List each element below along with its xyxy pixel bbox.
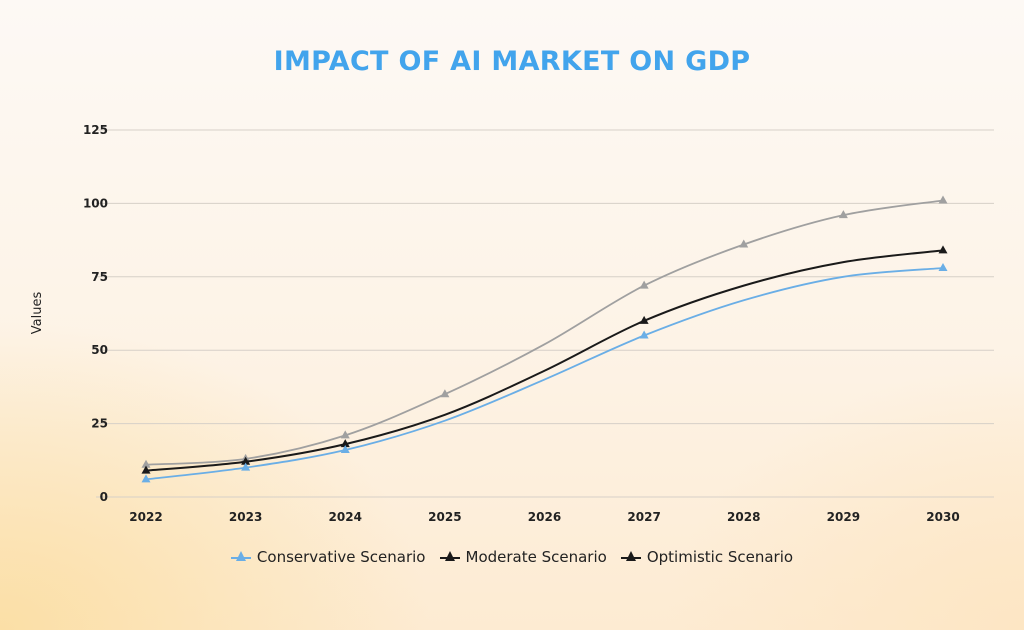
x-tick-label: 2027 — [627, 510, 660, 524]
data-point-conservative — [241, 462, 251, 471]
legend-label: Moderate Scenario — [465, 548, 607, 566]
data-point-optimistic — [938, 195, 948, 204]
data-point-moderate — [241, 456, 251, 465]
y-tick-label: 25 — [91, 417, 108, 431]
series-group — [141, 195, 948, 483]
legend-item-optimistic[interactable]: Optimistic Scenario — [620, 548, 794, 566]
legend-label: Conservative Scenario — [256, 548, 426, 566]
data-point-optimistic — [739, 239, 749, 248]
x-tick-label: 2026 — [528, 510, 561, 524]
x-tick-label: 2022 — [129, 510, 162, 524]
data-point-conservative — [639, 330, 649, 339]
series-moderate — [141, 245, 948, 474]
data-point-conservative — [340, 445, 350, 454]
chart-title: IMPACT OF AI MARKET ON GDP — [273, 46, 751, 77]
data-point-optimistic — [340, 430, 350, 439]
series-optimistic — [141, 195, 948, 468]
x-tick-label: 2023 — [229, 510, 262, 524]
legend-marker-conservative — [230, 550, 251, 564]
data-point-optimistic — [838, 210, 848, 219]
x-tick-label: 2024 — [329, 510, 362, 524]
legend: Conservative Scenario Moderate Scenario … — [0, 548, 1024, 566]
gridlines — [96, 129, 994, 498]
y-tick-label: 50 — [91, 343, 108, 357]
y-axis-label: Values — [30, 292, 45, 335]
legend-item-moderate[interactable]: Moderate Scenario — [439, 548, 607, 566]
y-tick-label: 100 — [83, 196, 108, 210]
data-point-optimistic — [639, 280, 649, 289]
series-line-optimistic — [145, 199, 944, 466]
series-line-moderate — [145, 249, 944, 472]
data-point-conservative — [141, 474, 151, 483]
legend-item-conservative[interactable]: Conservative Scenario — [230, 548, 426, 566]
data-point-moderate — [938, 245, 948, 254]
y-tick-label: 0 — [100, 490, 108, 504]
legend-marker-moderate — [439, 550, 460, 564]
data-point-optimistic — [141, 459, 151, 468]
y-axis-ticks: 0 25 50 75 100 125 — [83, 123, 108, 504]
x-tick-label: 2025 — [428, 510, 461, 524]
data-point-conservative — [938, 262, 948, 271]
x-axis-ticks: 2022 2023 2024 2025 2026 2027 2028 2029 2030 — [129, 510, 959, 524]
series-line-conservative — [145, 267, 944, 481]
series-conservative — [141, 262, 948, 483]
legend-label: Optimistic Scenario — [646, 548, 794, 566]
data-point-moderate — [141, 465, 151, 474]
x-tick-label: 2029 — [827, 510, 860, 524]
y-tick-label: 75 — [91, 270, 108, 284]
x-tick-label: 2028 — [727, 510, 760, 524]
data-point-moderate — [340, 439, 350, 448]
data-point-moderate — [639, 315, 649, 324]
data-point-optimistic — [440, 389, 450, 398]
x-tick-label: 2030 — [926, 510, 959, 524]
y-tick-label: 125 — [83, 123, 108, 137]
legend-marker-optimistic — [620, 550, 641, 564]
